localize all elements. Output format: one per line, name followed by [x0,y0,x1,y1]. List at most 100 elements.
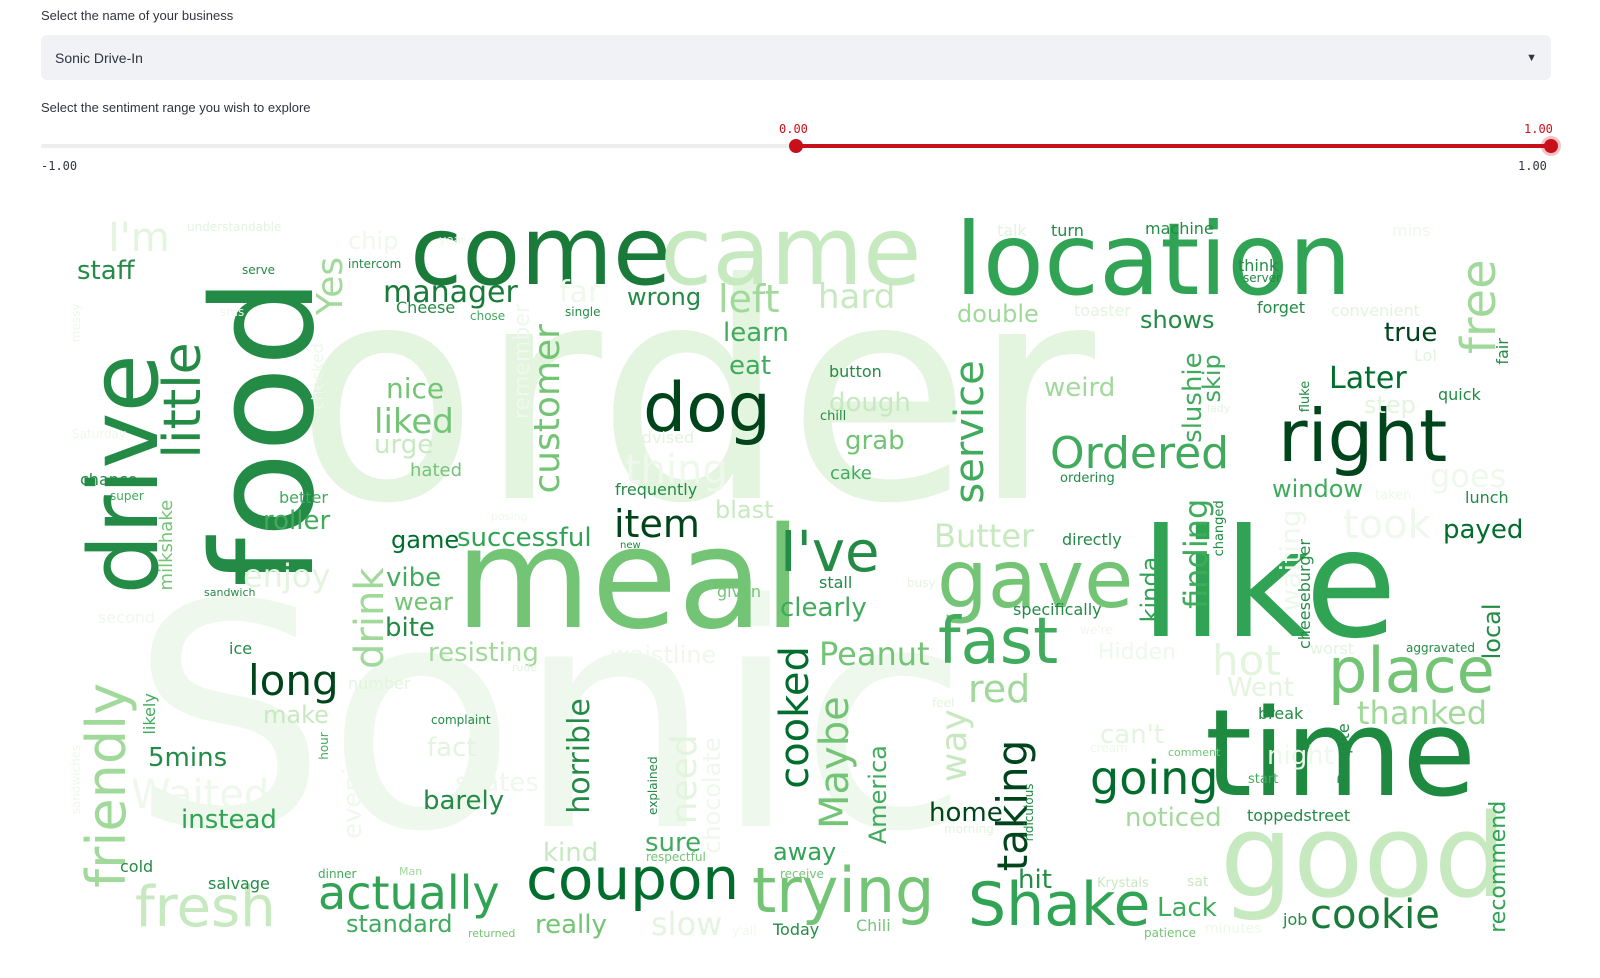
word-cloud-word: respectful [646,850,706,864]
word-cloud-word: I'm [108,215,170,261]
word-cloud-word: Shake [968,870,1151,940]
word-cloud-word: horrible [562,698,597,814]
word-cloud-word: order [295,220,1095,569]
word-cloud-word: food [183,277,346,588]
word-cloud-word: window [1272,475,1364,503]
word-cloud-word: actually [318,866,500,920]
word-cloud-word: serve [242,263,276,277]
word-cloud-word: urge [374,430,434,460]
word-cloud-word: Saturday [72,427,127,441]
word-cloud-word: learn [723,318,789,348]
slider-high-thumb[interactable] [1544,139,1558,153]
word-cloud-word: likely [140,693,159,735]
word-cloud-word: checked [308,343,327,410]
word-cloud-word: took [1343,502,1431,548]
word-cloud-word: fresh [135,875,276,940]
word-cloud-word: customer [527,324,568,494]
word-cloud-word: cream [1090,741,1128,755]
word-cloud-word: frequently [615,480,698,499]
word-cloud-word: posing [491,510,528,523]
word-cloud-word: nice [386,372,445,405]
word-cloud-word: come [410,200,672,307]
word-cloud-word: directly [1062,530,1122,549]
word-cloud-word: America [864,745,892,845]
word-cloud-word: like [1140,498,1398,672]
word-cloud-word: good [1220,790,1507,924]
word-cloud-word: fluke [1298,380,1313,413]
word-cloud-word: busy [907,576,936,590]
word-cloud-word: rude [512,661,538,674]
word-cloud-word: noticed [1125,803,1222,833]
word-cloud-word: y'all [732,924,757,938]
word-cloud-word: messy [69,303,83,343]
word-cloud-word: start [1248,772,1279,787]
word-cloud-word: eat [729,351,772,381]
word-cloud-word: blast [715,496,774,524]
word-cloud-word: morning [944,822,994,836]
word-cloud-word: cookie [1310,892,1440,938]
word-cloud-word: payed [1443,515,1524,545]
word-cloud-word: salvage [208,874,270,893]
word-cloud-word: drink [347,567,393,669]
word-cloud-word: left [718,277,780,321]
word-cloud-word: turn [1051,221,1084,240]
word-cloud-word: cooked [772,646,818,789]
word-cloud-word: manager [383,275,518,310]
word-cloud-word: true [1384,318,1438,348]
word-cloud-word: second [98,608,156,627]
word-cloud-word: time [1205,685,1477,824]
word-cloud-word: finding [1177,498,1215,609]
word-cloud-word: evenings [338,721,368,839]
word-cloud-word: way [934,709,975,782]
word-cloud-word: liked [374,402,454,442]
word-cloud-word: clearly [780,593,867,623]
word-cloud-word: advised [632,428,695,447]
word-cloud-word: dog [643,369,771,448]
word-cloud-word: year [439,233,466,247]
word-cloud-word: Maybe [812,696,858,829]
word-cloud-word: aggravated [1406,641,1476,655]
slider-min-label: -1.00 [41,159,78,173]
word-cloud-word: sandwiches [69,744,83,815]
word-cloud-word: hated [410,460,462,481]
word-cloud-word: meal [455,498,803,661]
word-cloud-word: service [947,360,993,504]
word-cloud-word: double [957,300,1039,328]
word-cloud-word: single [565,305,601,319]
sentiment-slider-label: Select the sentiment range you wish to e… [41,100,311,115]
word-cloud-word: Sonic [130,539,970,900]
word-cloud-word: forget [1257,298,1305,317]
word-cloud-word: grab [845,426,905,456]
word-cloud-word: skip [1198,354,1226,403]
business-select-label: Select the name of your business [41,8,234,23]
sentiment-slider-track[interactable] [41,139,1558,153]
word-cloud-word: job [1283,910,1308,929]
word-cloud-word: minutes [1205,921,1262,937]
word-cloud-word: sure [645,828,702,858]
word-cloud-word: Lol [1414,346,1437,365]
word-cloud-word: receive [780,867,824,881]
word-cloud-word: wrong [627,283,702,311]
word-cloud-word: far [559,275,601,310]
word-cloud-word: Man [399,865,423,878]
word-cloud-word: number [348,674,411,693]
word-cloud-word: server [1243,271,1281,285]
word-cloud-word: bite [385,613,435,643]
word-cloud-word: item [614,502,700,546]
word-cloud-word: local [1478,603,1506,660]
word-cloud-word: mins [1392,221,1431,240]
word-cloud-word: hour [317,732,331,760]
word-cloud-word: toaster [1074,301,1131,320]
word-cloud-word: fast [938,605,1059,679]
word-cloud-word: hot [1212,636,1281,685]
slider-low-value: 0.00 [779,122,808,136]
word-cloud-word: we're [1080,623,1113,637]
word-cloud-word: feel [932,696,955,710]
word-cloud-word: Chili [856,916,891,935]
word-cloud-word: coupon [526,845,740,913]
business-select[interactable]: Sonic Drive-In ▼ [41,35,1551,80]
word-cloud-word: Later [1329,361,1407,396]
word-cloud-word: Waited [131,772,270,818]
slider-low-thumb[interactable] [789,139,803,153]
word-cloud-word: Cheese [396,298,456,317]
